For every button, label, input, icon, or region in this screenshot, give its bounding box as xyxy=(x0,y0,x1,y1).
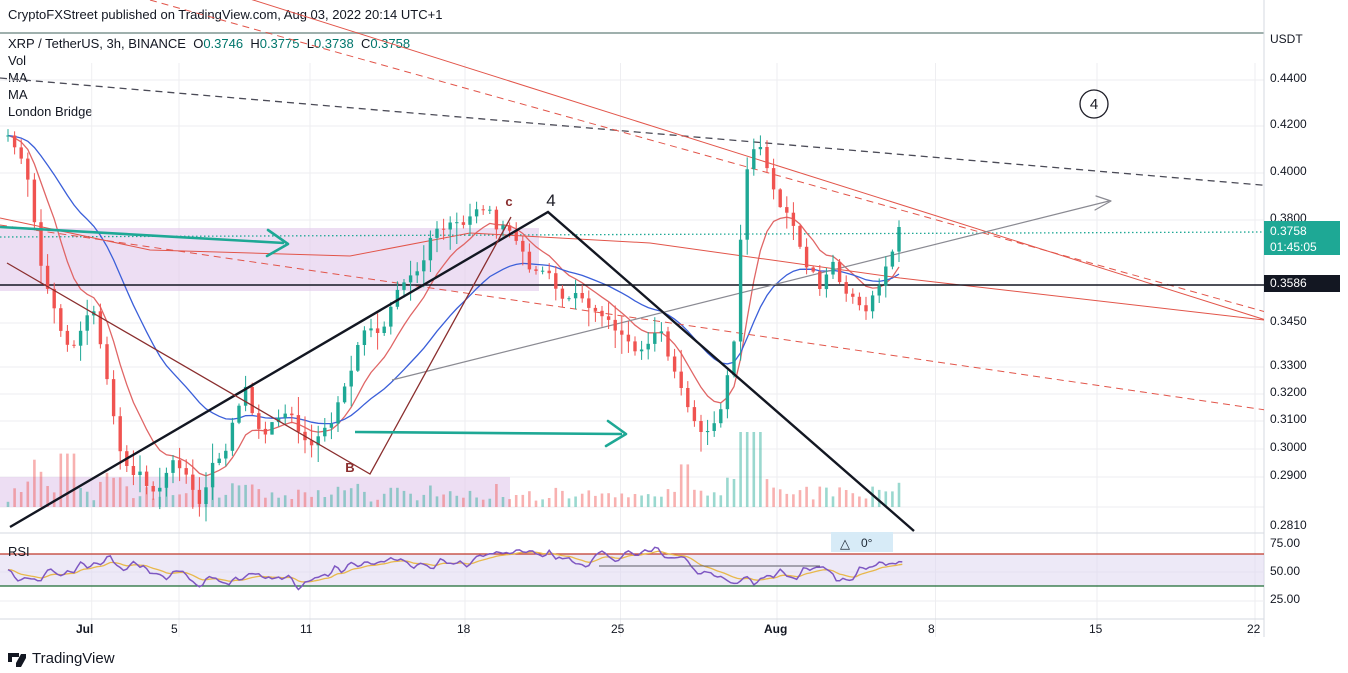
svg-text:4: 4 xyxy=(1090,96,1098,113)
svg-text:0°: 0° xyxy=(861,536,873,550)
svg-text:c: c xyxy=(505,194,512,209)
svg-text:△: △ xyxy=(840,536,850,551)
svg-text:B: B xyxy=(345,460,354,475)
svg-text:4: 4 xyxy=(546,191,555,210)
